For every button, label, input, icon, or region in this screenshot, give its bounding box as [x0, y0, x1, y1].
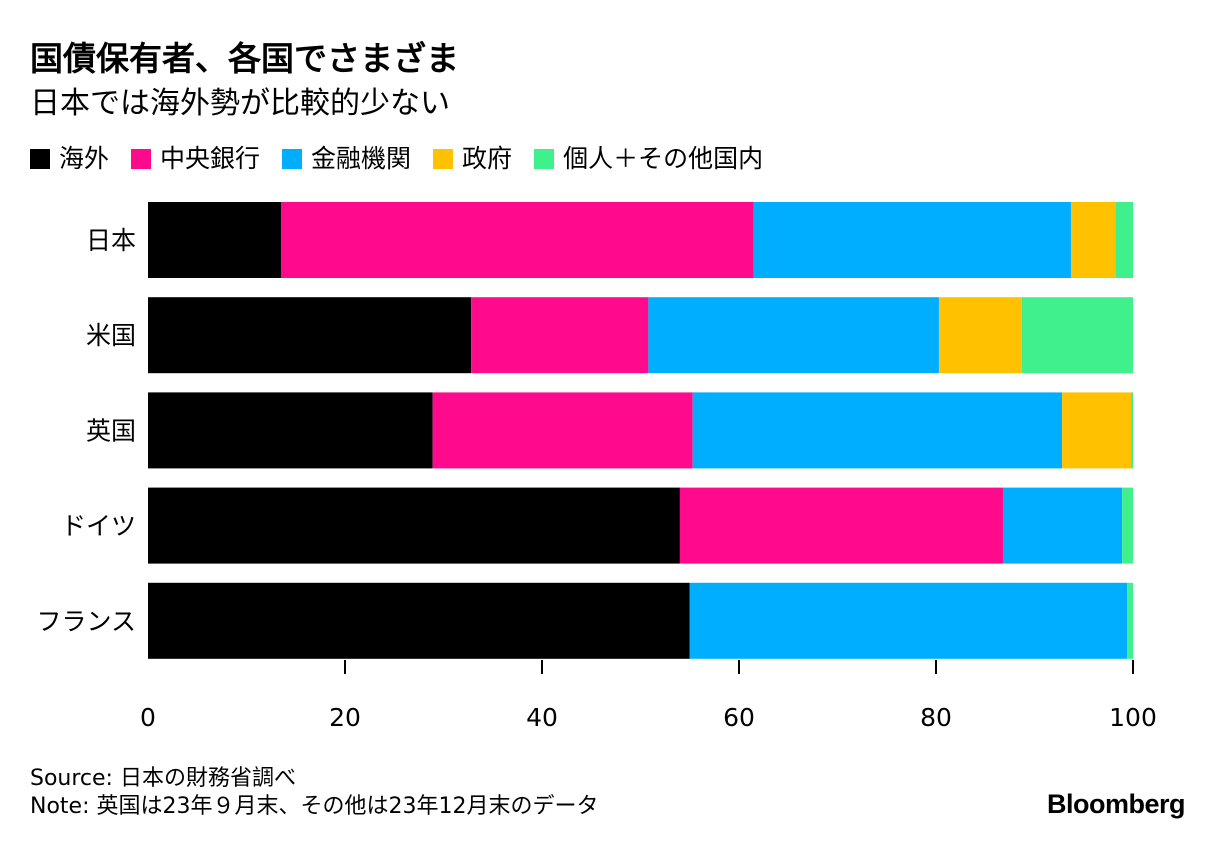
legend-label: 個人＋その他国内 [563, 144, 764, 173]
bar-segment [648, 297, 939, 374]
chart-subtitle: 日本では海外勢が比較的少ない [30, 86, 450, 121]
bar-segment [148, 392, 433, 469]
category-label: フランス [36, 607, 136, 636]
chart-title: 国債保有者、各国でさまざま [30, 39, 459, 78]
source-note: Source: 日本の財務省調べ [30, 766, 296, 791]
legend-item: 金融機関 [282, 143, 411, 175]
bar-segment [1115, 202, 1133, 278]
bar-segment [148, 297, 472, 374]
data-note: Note: 英国は23年９月末、その他は23年12月末のデータ [30, 794, 599, 819]
category-label: ドイツ [61, 512, 136, 541]
legend-item: 個人＋その他国内 [534, 143, 763, 175]
bar-segment [692, 392, 1063, 469]
bar-segment [432, 392, 693, 469]
legend-label: 政府 [462, 144, 513, 173]
legend-label: 金融機関 [311, 144, 412, 173]
category-label: 英国 [86, 416, 136, 445]
bar-segment [679, 487, 1003, 564]
legend-item: 政府 [433, 143, 512, 175]
x-tick-label: 100 [1109, 703, 1157, 732]
x-tick-label: 20 [329, 703, 361, 732]
bar-segment [148, 202, 281, 278]
bar-segment [1062, 392, 1132, 469]
bar-segment [1002, 487, 1123, 564]
legend-swatch [433, 149, 454, 169]
legend: 海外 中央銀行 金融機関 政府 個人＋その他国内 [30, 143, 785, 175]
bar-segment [471, 297, 649, 374]
x-tick-label: 0 [140, 703, 156, 732]
legend-swatch [282, 149, 303, 169]
bar-segment [1021, 297, 1133, 374]
category-label: 米国 [86, 321, 136, 350]
bar-segment [938, 297, 1022, 374]
legend-swatch [131, 149, 152, 169]
legend-item: 海外 [30, 143, 109, 175]
x-tick-label: 80 [920, 703, 952, 732]
legend-item: 中央銀行 [131, 143, 260, 175]
bar-segment [1070, 202, 1116, 278]
legend-label: 海外 [59, 144, 110, 173]
category-label: 日本 [86, 226, 136, 255]
bar-segment [280, 202, 754, 278]
bar-segment [148, 582, 690, 659]
bar-segment [1127, 582, 1133, 659]
bar-segment [1122, 487, 1133, 564]
legend-label: 中央銀行 [160, 144, 261, 173]
bar-segment [148, 487, 680, 564]
x-tick-label: 60 [723, 703, 755, 732]
bar-segment [1131, 392, 1133, 469]
bar-segment [753, 202, 1071, 278]
legend-swatch [534, 149, 555, 169]
bloomberg-logo: Bloomberg [1046, 789, 1186, 819]
bar-segment [689, 582, 1128, 659]
legend-swatch [30, 149, 50, 169]
x-tick-label: 40 [526, 703, 558, 732]
